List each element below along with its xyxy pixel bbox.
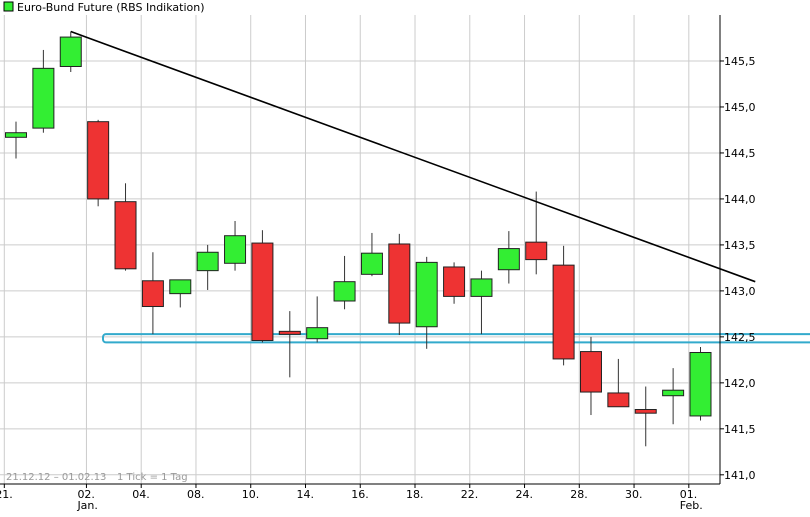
candle-up: [662, 389, 685, 397]
y-tick-label: 143,5: [724, 239, 756, 252]
x-tick-label: 16.: [351, 488, 369, 501]
y-tick-label: 145,0: [724, 101, 756, 114]
axis-layer: 141,0 141,5 142,0 142,5 143,0 143,5 144,0 144,5…: [0, 15, 756, 512]
support-band: [102, 333, 810, 344]
candle-up: [59, 36, 82, 67]
candle-down: [607, 392, 630, 408]
x-tick-label: 30.: [625, 488, 643, 501]
candle-down: [579, 351, 602, 393]
candle-up: [689, 351, 712, 417]
candle-down: [443, 266, 466, 297]
legend-label: Euro-Bund Future (RBS Indikation): [17, 1, 205, 14]
grid-layer: [0, 15, 720, 484]
candle-down: [634, 409, 657, 414]
candle-down: [525, 241, 548, 261]
candle-up: [415, 261, 438, 328]
candle-up: [5, 132, 27, 138]
x-tick-sublabel: Feb.: [680, 499, 703, 512]
x-tick-label: 22.: [461, 488, 479, 501]
candle-up: [169, 279, 192, 295]
legend-swatch: [3, 1, 14, 12]
x-tick-label: 24.: [516, 488, 534, 501]
support-band-rect: [102, 333, 810, 344]
candle-up: [306, 327, 329, 340]
x-tick-sublabel: Jan.: [76, 499, 97, 512]
x-tick-label: 10.: [242, 488, 259, 501]
y-tick-label: 143,0: [724, 285, 756, 298]
candle-up: [224, 235, 247, 264]
candle-layer: [5, 31, 712, 447]
y-tick-label: 144,0: [724, 193, 756, 206]
candle-down: [388, 243, 411, 324]
x-tick-label: 28.: [570, 488, 588, 501]
y-tick-label: 142,5: [724, 331, 756, 344]
candle-down: [278, 330, 301, 335]
x-tick-label: 02.: [77, 488, 95, 501]
legend: Euro-Bund Future (RBS Indikation): [3, 1, 205, 14]
x-tick-label: 04.: [132, 488, 150, 501]
candle-up: [196, 251, 219, 272]
x-tick-label: 14.: [296, 488, 314, 501]
x-tick-label: 18.: [406, 488, 424, 501]
candle-down: [87, 121, 110, 200]
x-tick-label: 01.: [680, 488, 698, 501]
candle-down: [141, 280, 164, 308]
date-range-label: 21.12.12 – 01.02.13: [6, 472, 106, 483]
tick-info-label: 1 Tick = 1 Tag: [117, 472, 188, 483]
y-tick-label: 142,0: [724, 377, 756, 390]
y-tick-label: 141,5: [724, 423, 756, 436]
candle-down: [114, 201, 137, 270]
candle-down: [552, 264, 575, 360]
candle-up: [333, 281, 356, 302]
candle-up: [470, 278, 493, 297]
candle-up: [360, 252, 383, 275]
candle-down: [251, 242, 274, 342]
y-tick-label: 145,5: [724, 55, 756, 68]
x-tick-label: 08.: [187, 488, 205, 501]
y-tick-label: 141,0: [724, 469, 756, 482]
trendline-layer: [70, 30, 756, 283]
x-tick-label: 21.: [0, 488, 13, 501]
candle-up: [497, 248, 520, 271]
y-tick-label: 144,5: [724, 147, 756, 160]
candle-up: [32, 67, 55, 129]
trendline: [70, 30, 756, 283]
